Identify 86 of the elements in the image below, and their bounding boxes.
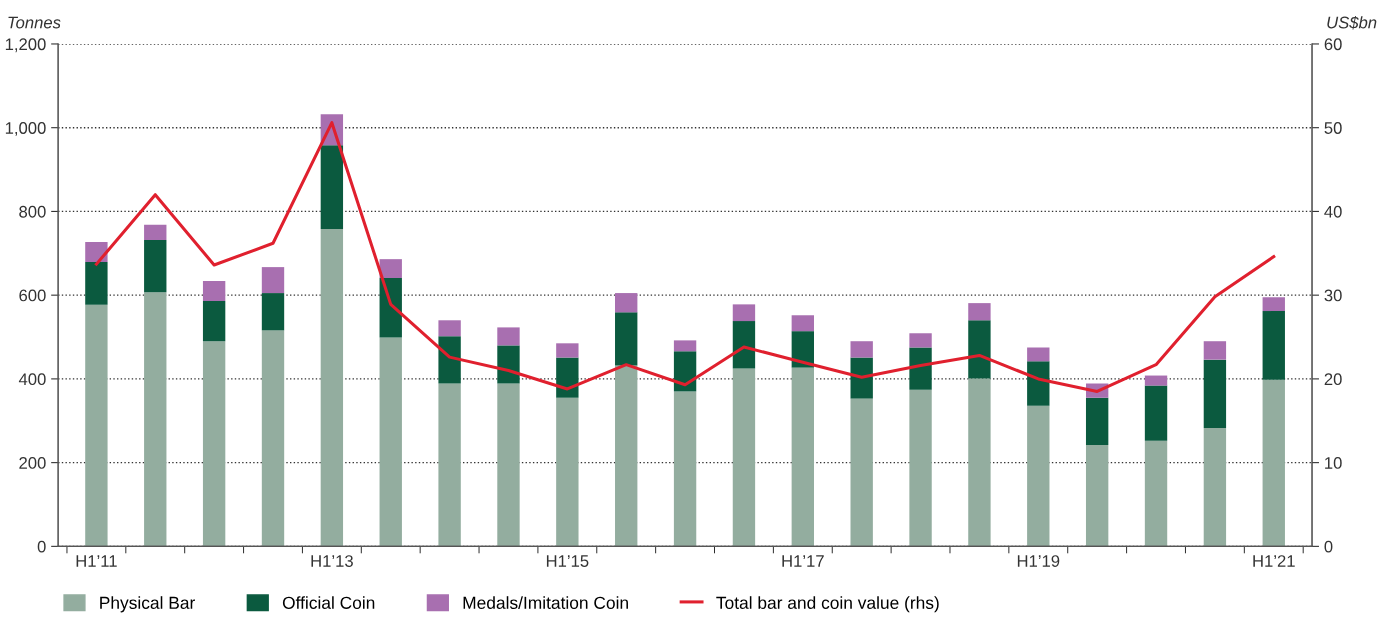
legend-label: Physical Bar [100,596,195,613]
bar [556,343,579,358]
bar [850,357,873,399]
bar [379,337,402,547]
bar [320,229,344,547]
bar [968,303,991,321]
y2-tick-label: 50 [1324,122,1342,134]
y2-tick-label: 10 [1325,457,1342,469]
bar [909,389,932,547]
bar [497,327,520,346]
bar [1203,427,1227,547]
bar [1027,405,1050,547]
bar [261,267,285,294]
y2-tick-label: 60 [1324,38,1342,51]
y-tick-label: 1,000 [5,122,46,136]
bar [379,259,402,278]
bar [850,341,873,358]
y-tick-label: 1,200 [5,38,46,53]
bar [1144,385,1168,441]
bar [438,320,461,337]
bar [261,293,285,331]
y2-tick-label: 0 [1324,540,1333,553]
bar [320,145,344,230]
bar [791,331,814,368]
bar [438,383,461,547]
bar [615,293,638,313]
bar [1262,297,1285,312]
y2-tick-label: 20 [1324,373,1342,386]
y2-tick-label: 40 [1324,205,1342,218]
bar [497,345,520,384]
bar [144,224,167,240]
y-tick-label: 200 [19,457,46,469]
y-tick-label: 600 [19,289,46,302]
y-tick-label: 800 [19,205,46,218]
bar [1144,375,1168,386]
bar [1203,359,1227,428]
legend-label: Total bar and coin value (rhs) [716,596,939,613]
y2-tick-label: 30 [1324,289,1342,302]
bar [909,347,932,390]
bar [85,304,108,547]
bar [615,365,638,547]
bar [144,239,167,293]
bar [615,312,638,366]
bar [202,280,226,302]
bar [732,368,756,547]
bar [1027,347,1050,362]
bar [1144,440,1168,547]
bar [909,333,932,348]
line-series [94,121,1276,393]
bar [556,357,579,398]
bar [1203,341,1227,360]
x-tick-label: H1’17 [782,555,824,567]
y-tick-label: 400 [18,373,46,386]
legend-label: Medals/Imitation Coin [463,596,628,609]
x-tick-label: H1’13 [311,555,353,567]
bar [85,262,108,305]
bar [791,315,814,332]
bar [791,367,814,547]
bar [438,336,461,384]
bar [673,340,697,352]
x-tick-label: H1’19 [1017,555,1060,567]
bar [968,320,991,379]
bar [1027,361,1050,406]
bar [261,330,285,547]
x-tick-label: H1’15 [546,555,589,567]
bar [144,292,167,547]
bar [556,397,579,547]
bar [1262,379,1285,547]
bar [732,321,756,369]
legend-label: Official Coin [282,596,375,609]
bar [497,383,520,547]
bar [202,301,226,342]
y-axis-title: Tonnes [8,16,61,29]
bar [1262,311,1285,380]
bar [202,341,226,547]
bar [673,391,697,547]
bar [1085,445,1109,547]
bar [968,378,991,547]
bar [850,398,873,547]
x-tick-label: H1’11 [76,555,117,567]
bar [732,304,756,322]
x-tick-label: H1’21 [1253,555,1295,567]
y2-axis-title: US$bn [1327,15,1377,30]
bar [673,351,697,392]
bar [1085,397,1109,446]
y-tick-label: 0 [37,540,46,553]
